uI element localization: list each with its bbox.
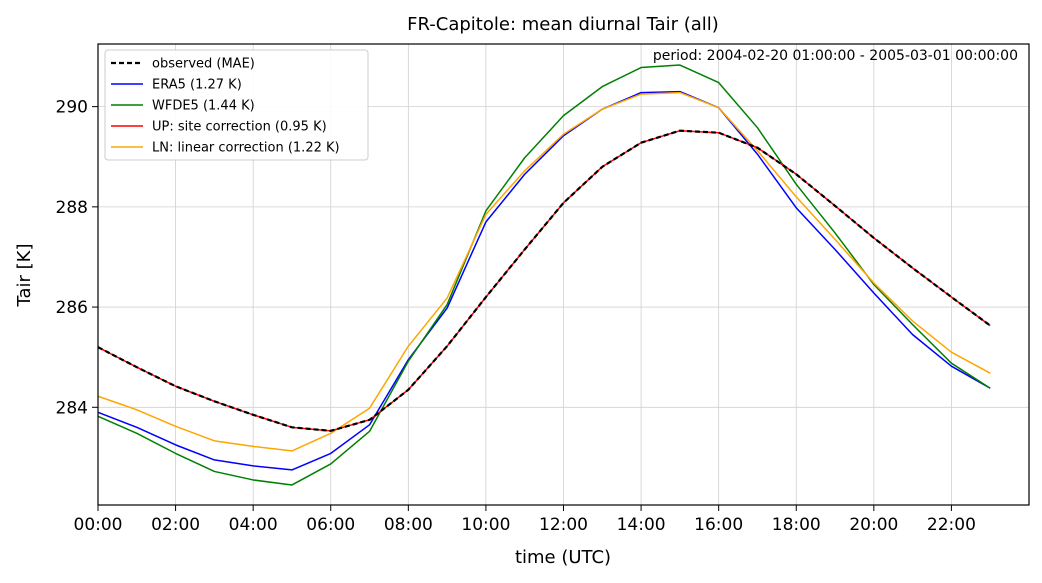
x-tick-label: 08:00	[384, 515, 433, 535]
series-line-4	[97, 91, 991, 452]
series-line-0	[97, 129, 991, 432]
x-tick-label: 14:00	[617, 515, 666, 535]
y-tick-label: 286	[56, 298, 88, 318]
x-tick-label: 22:00	[927, 515, 976, 535]
series-line-3	[97, 129, 991, 432]
legend-entry: UP: site correction (0.95 K)	[152, 120, 327, 135]
y-tick-label: 288	[56, 198, 88, 218]
legend-entry: WFDE5 (1.44 K)	[152, 99, 255, 114]
series-lines	[97, 64, 991, 486]
chart-title: FR-Capitole: mean diurnal Tair (all)	[407, 14, 719, 35]
x-tick-label: 20:00	[849, 515, 898, 535]
legend-box	[104, 49, 369, 161]
x-tick-label: 16:00	[694, 515, 743, 535]
x-tick-label: 12:00	[539, 515, 588, 535]
y-tick-label: 290	[56, 98, 88, 118]
x-tick-label: 18:00	[772, 515, 821, 535]
legend-entry: LN: linear correction (1.22 K)	[152, 141, 340, 156]
legend-entry: observed (MAE)	[152, 57, 255, 72]
series-line-2	[97, 64, 991, 486]
period-annotation: period: 2004-02-20 01:00:00 - 2005-03-01…	[653, 48, 1018, 64]
legend: observed (MAE) ERA5 (1.27 K) WFDE5 (1.44 K…	[104, 49, 369, 161]
y-axis: 284 286 288 290	[56, 98, 98, 418]
x-tick-label: 02:00	[151, 515, 200, 535]
x-tick-label: 10:00	[461, 515, 510, 535]
x-tick-label: 06:00	[306, 515, 355, 535]
legend-entry: ERA5 (1.27 K)	[152, 78, 242, 93]
x-tick-label: 04:00	[229, 515, 278, 535]
x-axis-label: time (UTC)	[515, 547, 611, 568]
x-axis: 00:00 02:00 04:00 06:00 08:00 10:00 12:00 14:00…	[74, 505, 976, 535]
grid-lines	[97, 44, 1029, 505]
series-line-1	[97, 90, 991, 471]
y-tick-label: 284	[56, 398, 88, 418]
x-tick-label: 00:00	[74, 515, 123, 535]
y-axis-label: Tair [K]	[14, 243, 35, 307]
